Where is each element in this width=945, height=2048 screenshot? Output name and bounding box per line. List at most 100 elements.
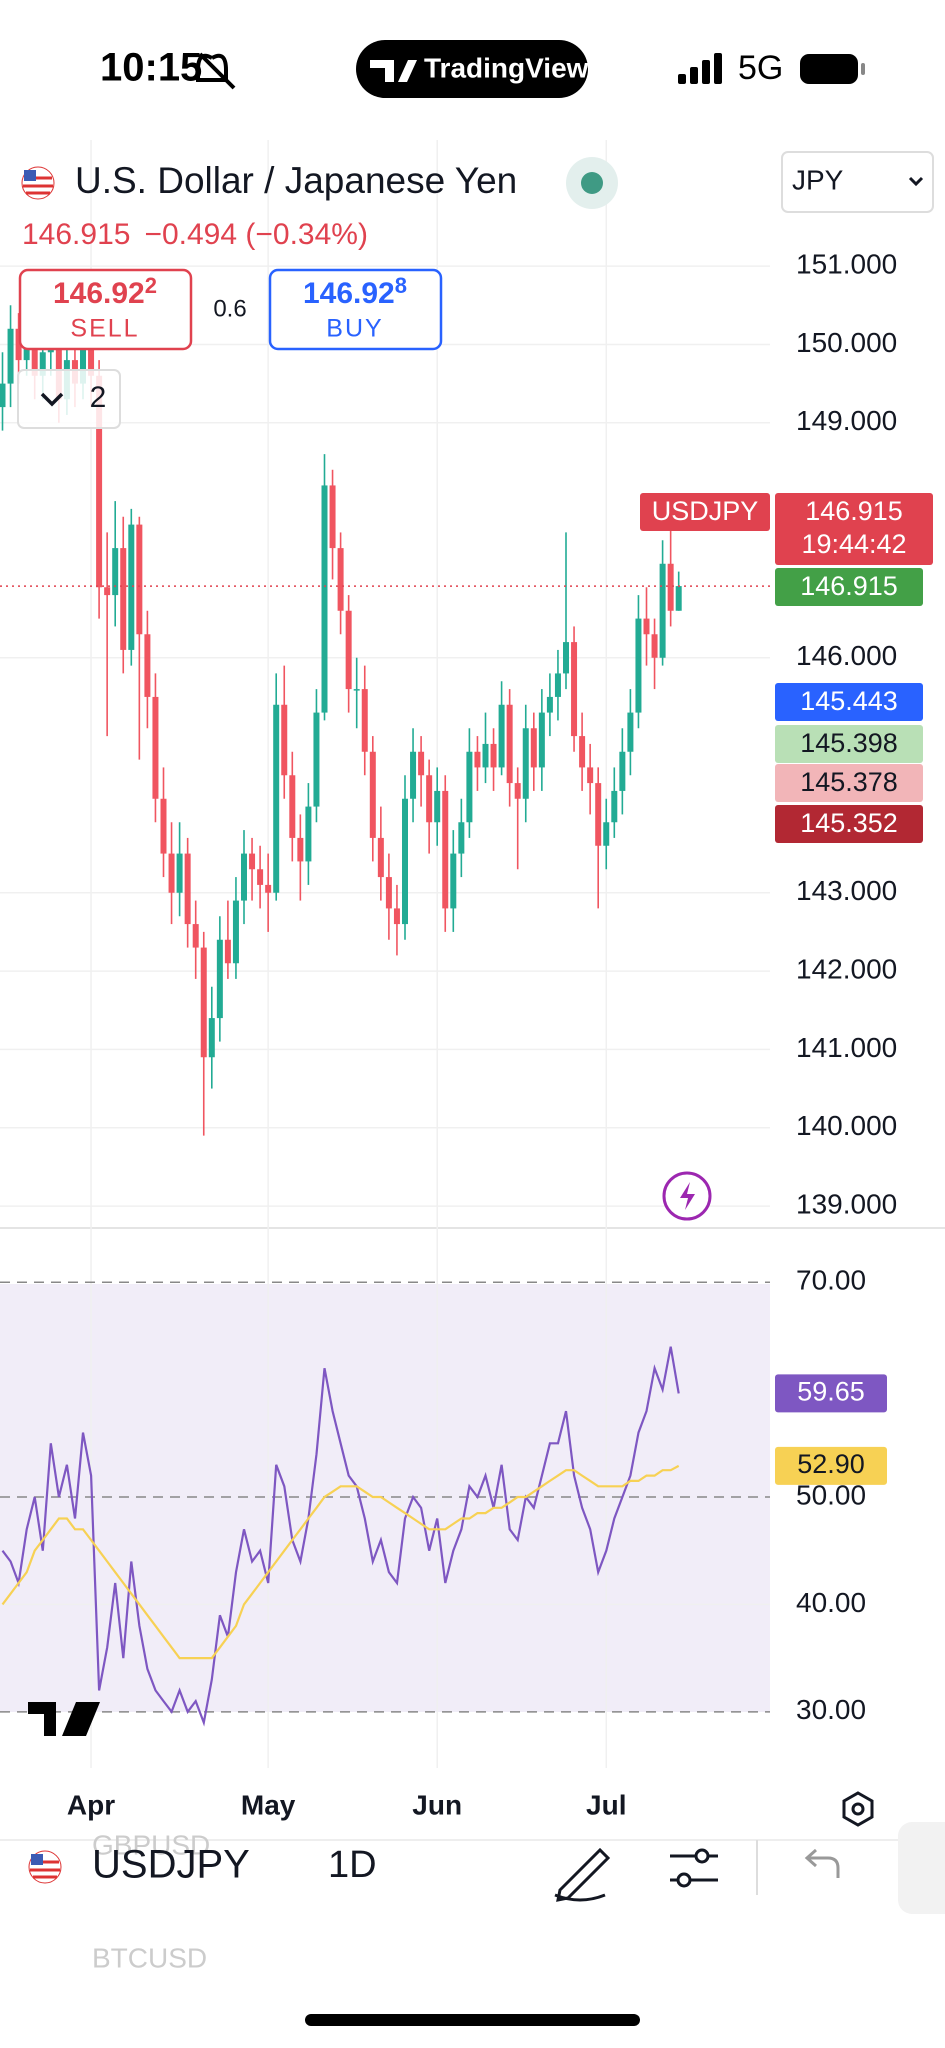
candle-body: [554, 673, 561, 697]
candle-body: [88, 344, 95, 376]
candle-body: [659, 563, 666, 658]
candle-body: [313, 712, 320, 807]
candle-body: [402, 798, 408, 925]
candle-body: [192, 924, 199, 948]
candle-body: [490, 743, 497, 768]
darkred-price: 145.352: [800, 808, 898, 838]
candle-body: [289, 775, 296, 838]
flag-canton: [24, 170, 36, 181]
last-price: 146.915: [805, 496, 903, 526]
candle-body: [603, 822, 610, 846]
brand-pill: [356, 40, 588, 98]
candle-body: [160, 798, 167, 854]
indicators-count: 2: [90, 381, 107, 414]
candle-body: [200, 947, 207, 1058]
x-tick-label: Jul: [586, 1789, 626, 1820]
candle-body: [257, 869, 264, 885]
candle-body: [281, 704, 288, 776]
mute-icon: [196, 52, 236, 90]
value-label: 59.65: [797, 1377, 865, 1407]
candle-body: [353, 689, 360, 691]
change: −0.494 (−0.34%): [144, 218, 368, 251]
candle-body: [587, 767, 594, 784]
tv-watermark: [28, 1702, 100, 1736]
symbol-tag-text: USDJPY: [652, 496, 759, 526]
toolbar-flag-canton: [31, 1854, 43, 1865]
interval[interactable]: 1D: [328, 1844, 377, 1886]
candle-body: [385, 877, 392, 909]
home-indicator: [305, 2014, 640, 2026]
rsi-line: [1, 1346, 680, 1727]
brand-name: TradingView: [424, 52, 589, 83]
candle-body: [361, 689, 368, 752]
buy-price: 146.928: [303, 273, 407, 310]
more-button[interactable]: [898, 1822, 945, 1914]
y-tick-label: 151.000: [796, 249, 897, 280]
candle-body: [15, 328, 22, 361]
buy-label: BUY: [326, 315, 383, 343]
candle-body: [643, 618, 650, 635]
candle-body: [595, 783, 602, 846]
currency-select[interactable]: [781, 151, 934, 213]
prev-symbol[interactable]: GBPUSD: [92, 1829, 210, 1860]
currency: JPY: [792, 164, 844, 195]
candle-body: [377, 837, 384, 878]
spread: 0.6: [213, 295, 246, 322]
candle-body: [265, 884, 272, 893]
brand-logo: [370, 60, 417, 82]
value-tag: [775, 1374, 887, 1413]
candle-body: [128, 524, 135, 650]
candle-body: [546, 696, 553, 713]
candle-body: [39, 352, 46, 376]
next-symbol[interactable]: BTCUSD: [92, 1942, 207, 1973]
sell-button[interactable]: [18, 268, 193, 351]
chevron: [908, 176, 924, 187]
candle-body: [498, 704, 505, 768]
blue-price: 145.443: [800, 686, 898, 716]
candle-body: [619, 751, 626, 791]
y-tick-label: 30.00: [796, 1694, 866, 1725]
candle-body: [635, 618, 642, 713]
candle-body: [611, 790, 618, 823]
buy-button[interactable]: [268, 268, 443, 351]
candle-body: [216, 939, 223, 1019]
draw-button[interactable]: [554, 1847, 611, 1902]
indicators-toggle[interactable]: [17, 369, 121, 429]
candle-body: [651, 634, 658, 658]
candle-body: [482, 743, 489, 768]
candle-body: [104, 587, 111, 596]
candle-body: [530, 728, 537, 768]
candle-body: [345, 610, 352, 690]
y-tick-label: 40.00: [796, 1587, 866, 1618]
symbol-tag: [640, 493, 770, 531]
last-price-tag: [775, 493, 933, 565]
darkred-tag: [775, 805, 923, 843]
y-tick-label: 149.000: [796, 405, 897, 436]
undo-button[interactable]: [804, 1848, 840, 1878]
candle-body: [144, 634, 151, 697]
close-price: 146.915: [800, 571, 898, 601]
network: 5G: [738, 49, 783, 87]
candle-body: [434, 790, 441, 823]
candle-body: [571, 642, 578, 737]
candle-body: [410, 751, 417, 799]
sell-label: SELL: [70, 315, 139, 343]
candle-body: [305, 806, 312, 862]
y-tick-label: 140.000: [796, 1110, 897, 1141]
blue-tag: [775, 683, 923, 721]
candle-body: [80, 344, 86, 384]
toolbar-symbol[interactable]: USDJPY: [92, 1843, 250, 1887]
y-tick-label: 143.000: [796, 875, 897, 906]
rsi-line: [1, 1464, 680, 1660]
indicators-button[interactable]: [670, 1848, 718, 1888]
close-tag: [775, 568, 923, 606]
candle-body: [426, 775, 433, 823]
candle-body: [297, 837, 304, 862]
candle-body: [506, 704, 513, 784]
settings-button[interactable]: [842, 1791, 874, 1827]
candle-body: [538, 712, 545, 768]
candle-body: [120, 548, 127, 650]
y-tick-label: 146.000: [796, 640, 897, 671]
